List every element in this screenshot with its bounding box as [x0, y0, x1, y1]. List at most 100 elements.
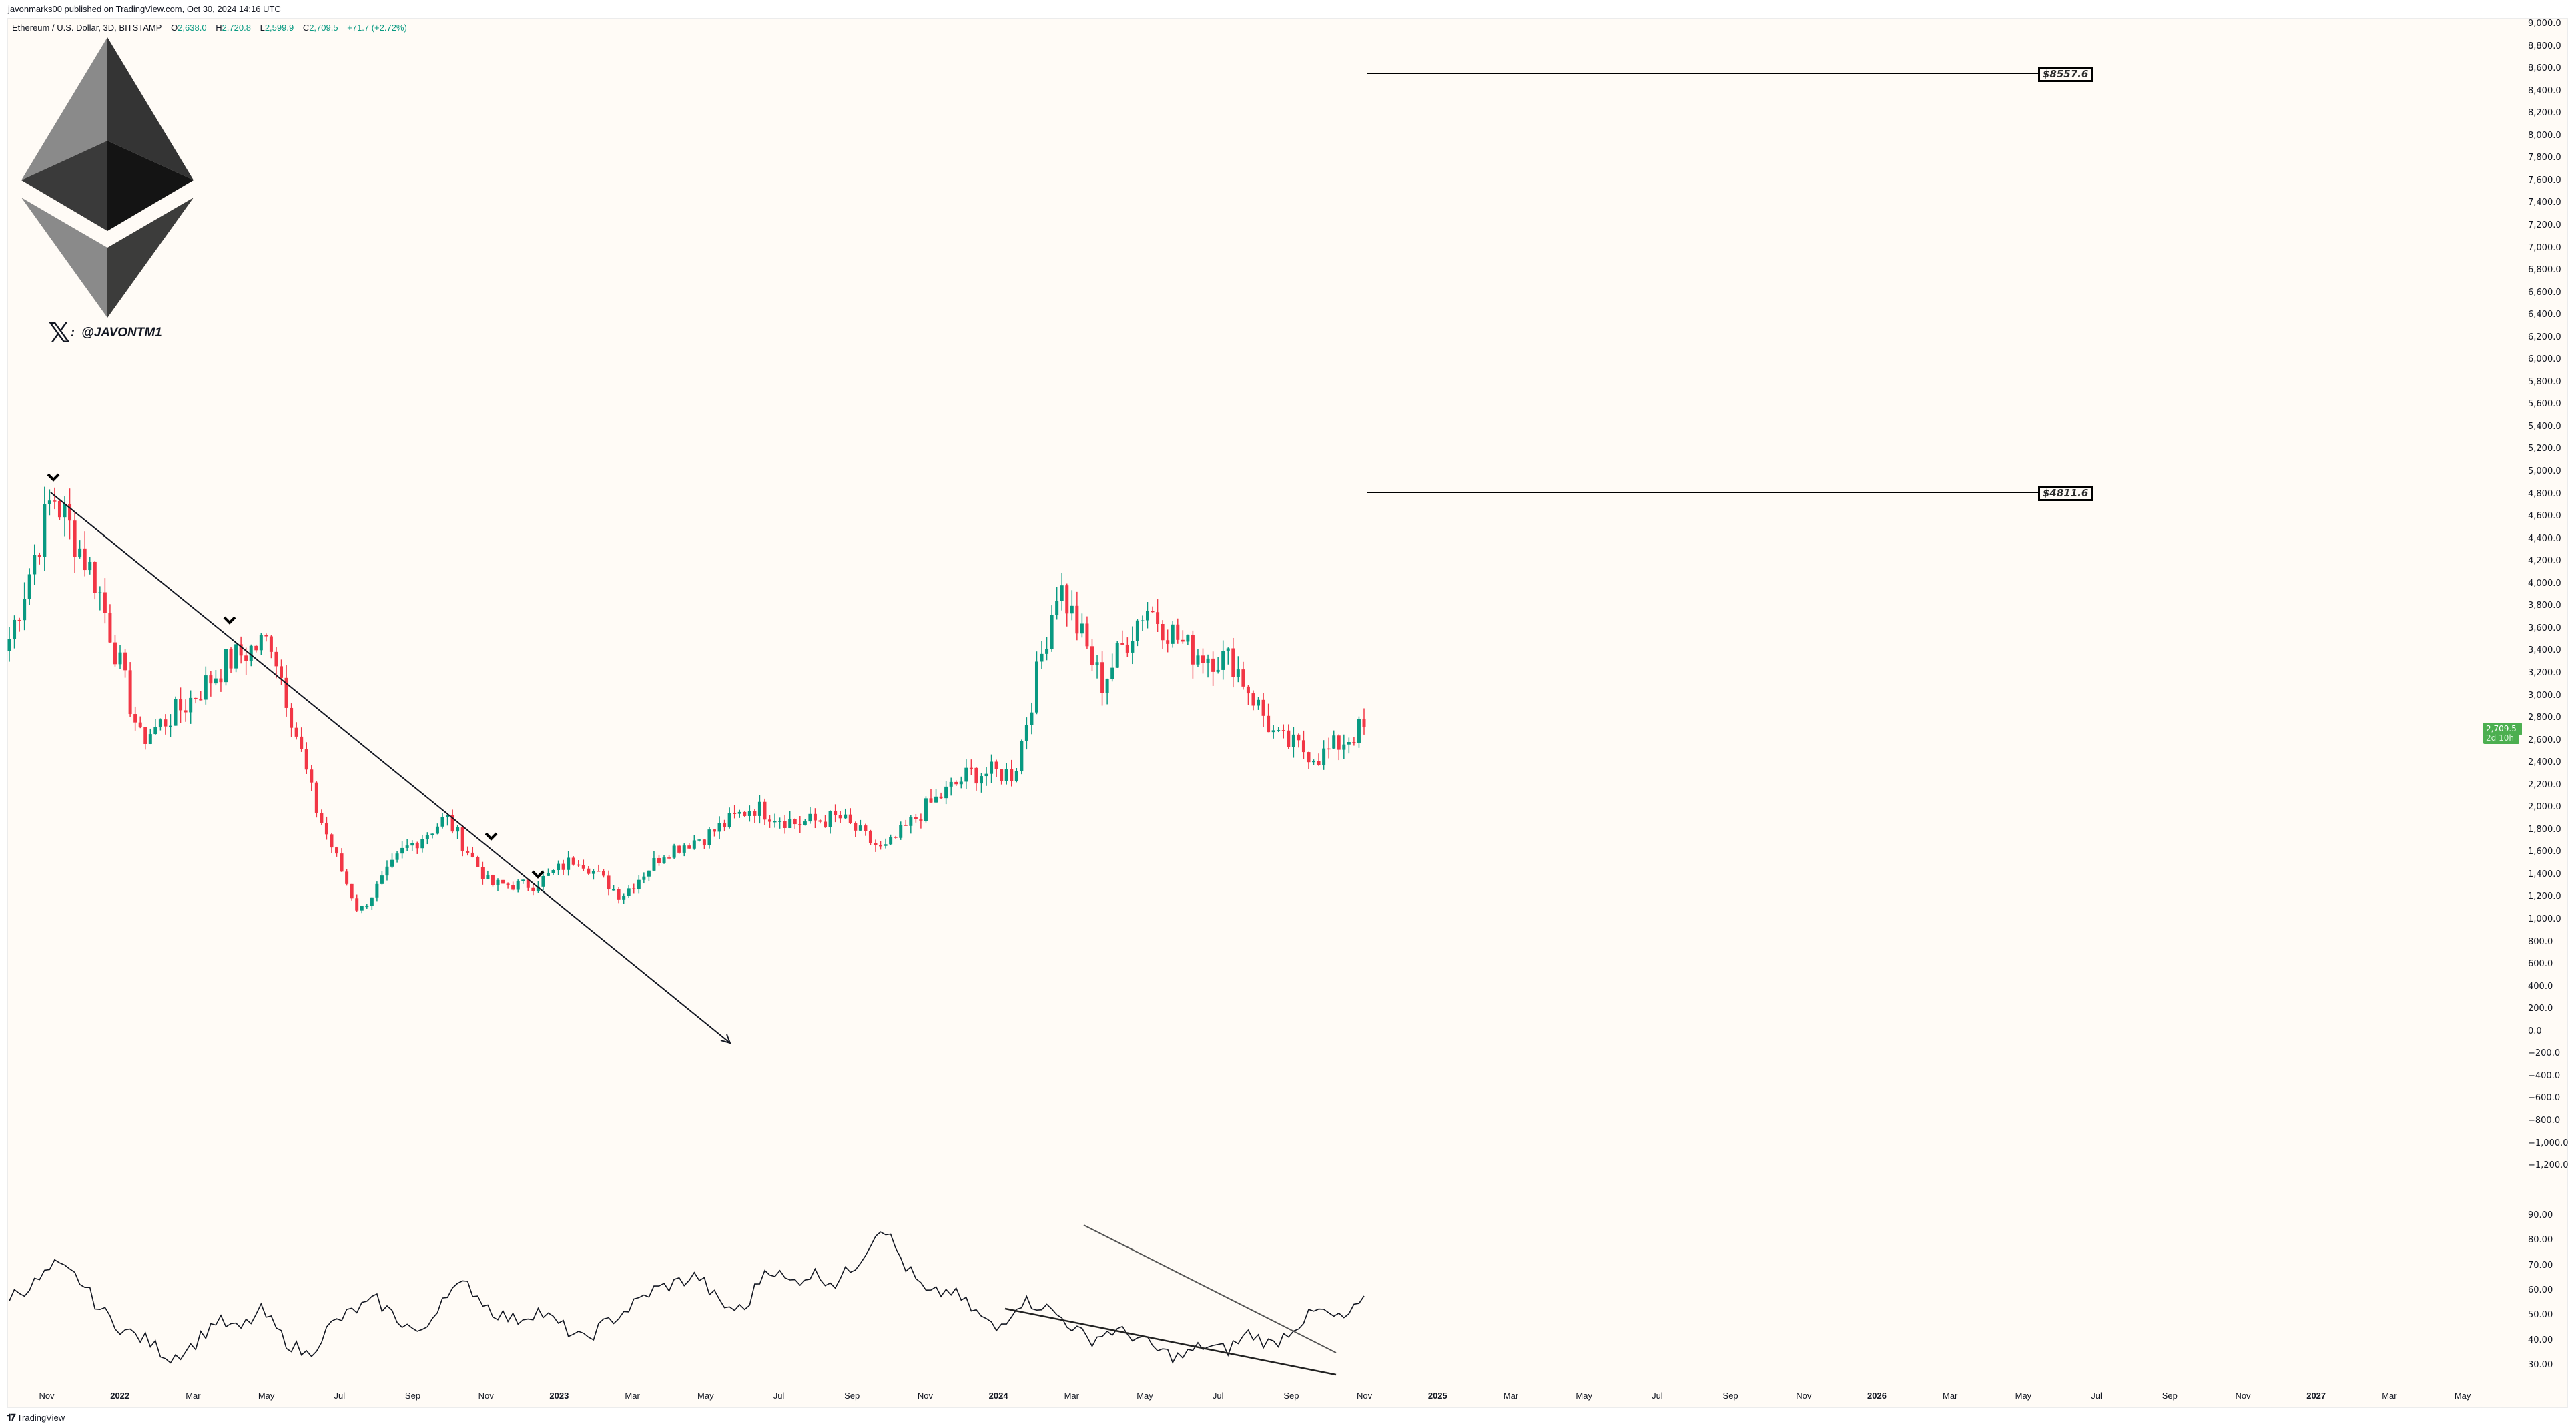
x-handle-prefix: :	[70, 326, 75, 340]
rsi-resistance-line	[1083, 1224, 1337, 1353]
candle-body	[280, 666, 284, 678]
target-label-mid: $4811.6	[2038, 486, 2094, 501]
price-tick: 7,200.0	[2528, 220, 2561, 230]
candle-body	[561, 863, 565, 870]
price-tick: 2,000.0	[2528, 802, 2561, 813]
price-tick: 600.0	[2528, 959, 2553, 970]
candle-body	[914, 817, 918, 819]
candle-body	[1045, 649, 1049, 654]
candle-body	[269, 636, 273, 652]
candle-body	[274, 651, 278, 667]
candle-body	[516, 881, 520, 890]
candle-body	[597, 871, 601, 872]
close-key: C	[302, 23, 310, 33]
candle-body	[491, 875, 495, 885]
candle-body	[1257, 699, 1261, 706]
candle-body	[1201, 655, 1205, 663]
price-tick: −400.0	[2528, 1070, 2561, 1081]
candle-body	[723, 823, 727, 827]
rsi-tick: 30.00	[2528, 1359, 2553, 1370]
candle-body	[1030, 712, 1034, 725]
candle-body	[697, 839, 701, 841]
candle-body	[1181, 639, 1185, 642]
candle-body	[410, 843, 414, 846]
candle-body	[717, 823, 721, 832]
candle-body	[667, 857, 671, 859]
publish-line: javonmarks00 published on TradingView.co…	[8, 4, 281, 14]
candle-body	[1287, 730, 1291, 747]
candle-body	[858, 825, 862, 831]
candle-body	[702, 839, 706, 845]
open-value: 2,638.0	[178, 23, 207, 33]
candle-body	[1024, 725, 1028, 741]
symbol-title[interactable]: Ethereum / U.S. Dollar, 3D, BITSTAMP	[12, 23, 162, 33]
chart-frame[interactable]	[7, 18, 2568, 1408]
candle-body	[949, 781, 953, 787]
candle-body	[425, 835, 429, 839]
time-tick: May	[1137, 1391, 1153, 1401]
time-tick: Mar	[625, 1391, 640, 1401]
price-tick: 9,000.0	[2528, 19, 2561, 29]
candle-body	[335, 847, 339, 854]
candle-body	[430, 833, 434, 835]
candle-body	[456, 827, 460, 832]
candle-body	[607, 875, 611, 890]
candle-body	[400, 847, 404, 854]
candle-body	[446, 815, 450, 817]
candle-body	[1332, 735, 1336, 749]
candle-body	[1161, 623, 1165, 641]
candle-body	[27, 574, 31, 599]
price-tick: 8,000.0	[2528, 130, 2561, 141]
candle-body	[1070, 605, 1074, 614]
price-tick: 7,800.0	[2528, 153, 2561, 163]
time-tick: Mar	[1503, 1391, 1519, 1401]
candle-body	[546, 873, 550, 876]
candle-body	[884, 844, 888, 846]
price-tick: 5,000.0	[2528, 466, 2561, 476]
candle-body	[98, 592, 102, 593]
candle-body	[123, 652, 127, 671]
candle-body	[1050, 615, 1054, 649]
price-tick: 1,600.0	[2528, 847, 2561, 857]
time-tick: Mar	[1064, 1391, 1079, 1401]
candle-body	[1004, 769, 1008, 781]
time-tick: 2023	[549, 1391, 569, 1401]
candle-body	[657, 857, 661, 863]
time-tick: Jul	[1652, 1391, 1663, 1401]
candle-body	[581, 865, 585, 869]
candle-body	[622, 896, 626, 900]
candle-body	[1171, 624, 1175, 644]
candle-body	[1120, 643, 1124, 645]
price-tick: 4,200.0	[2528, 556, 2561, 567]
tradingview-brand[interactable]: 𝟏𝟕 TradingView	[7, 1412, 65, 1423]
price-tick: 2,800.0	[2528, 713, 2561, 723]
price-tick: 5,600.0	[2528, 399, 2561, 410]
candle-body	[350, 883, 354, 899]
candle-body	[511, 885, 515, 890]
candle-body	[390, 859, 394, 867]
candle-body	[83, 548, 87, 571]
rsi-tick: 80.00	[2528, 1235, 2553, 1246]
candle-body	[1055, 601, 1059, 615]
price-tick: −800.0	[2528, 1115, 2561, 1126]
price-tick: 2,200.0	[2528, 779, 2561, 790]
candle-body	[1322, 748, 1326, 765]
candle-body	[189, 697, 193, 713]
candle-body	[148, 734, 152, 744]
candle-body	[395, 853, 399, 860]
candle-body	[1065, 585, 1069, 614]
candle-body	[219, 678, 223, 683]
candle-body	[43, 504, 47, 557]
candle-body	[627, 888, 631, 896]
candle-body	[743, 811, 747, 816]
candle-body	[450, 815, 454, 832]
candle-body	[687, 845, 691, 849]
time-tick: May	[2454, 1391, 2471, 1401]
high-key: H	[216, 23, 222, 33]
candle-body	[304, 749, 308, 770]
time-tick: Jul	[1212, 1391, 1224, 1401]
candle-body	[1281, 730, 1285, 731]
time-tick: Jul	[2091, 1391, 2102, 1401]
candle-body	[889, 837, 893, 845]
